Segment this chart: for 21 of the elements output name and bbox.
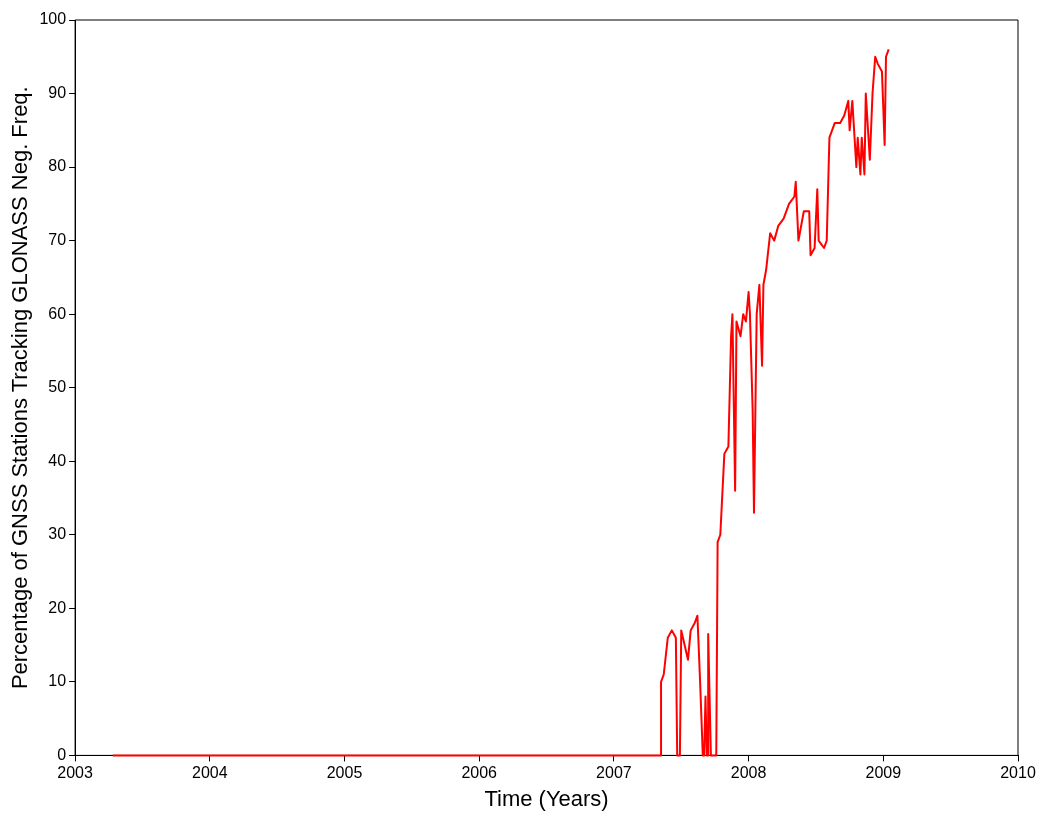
- y-tick-label: 30: [48, 525, 67, 543]
- y-tick-label: 70: [48, 231, 67, 249]
- y-tick-label: 80: [48, 157, 67, 175]
- x-axis-title: Time (Years): [484, 785, 609, 811]
- y-tick-label: 0: [57, 745, 67, 763]
- y-tick-label: 100: [39, 10, 67, 28]
- x-tick-label: 2003: [57, 764, 93, 782]
- x-tick-label: 2004: [192, 764, 228, 782]
- x-tick-label: 2006: [461, 764, 498, 782]
- y-tick-label: 20: [48, 598, 67, 616]
- y-tick-label: 10: [48, 672, 67, 690]
- x-tick-label: 2005: [326, 764, 363, 782]
- y-tick-label: 40: [48, 451, 67, 469]
- y-axis-title: Percentage of GNSS Stations Tracking GLONASS Neg. Freq.: [7, 86, 33, 690]
- y-tick-label: 90: [48, 83, 67, 101]
- y-tick-label: 50: [48, 378, 67, 396]
- y-tick-label: 60: [48, 304, 67, 322]
- x-tick-label: 2010: [1000, 764, 1036, 782]
- x-tick-label: 2007: [596, 764, 632, 782]
- x-tick-label: 2008: [730, 764, 767, 782]
- x-tick-label: 2009: [865, 764, 902, 782]
